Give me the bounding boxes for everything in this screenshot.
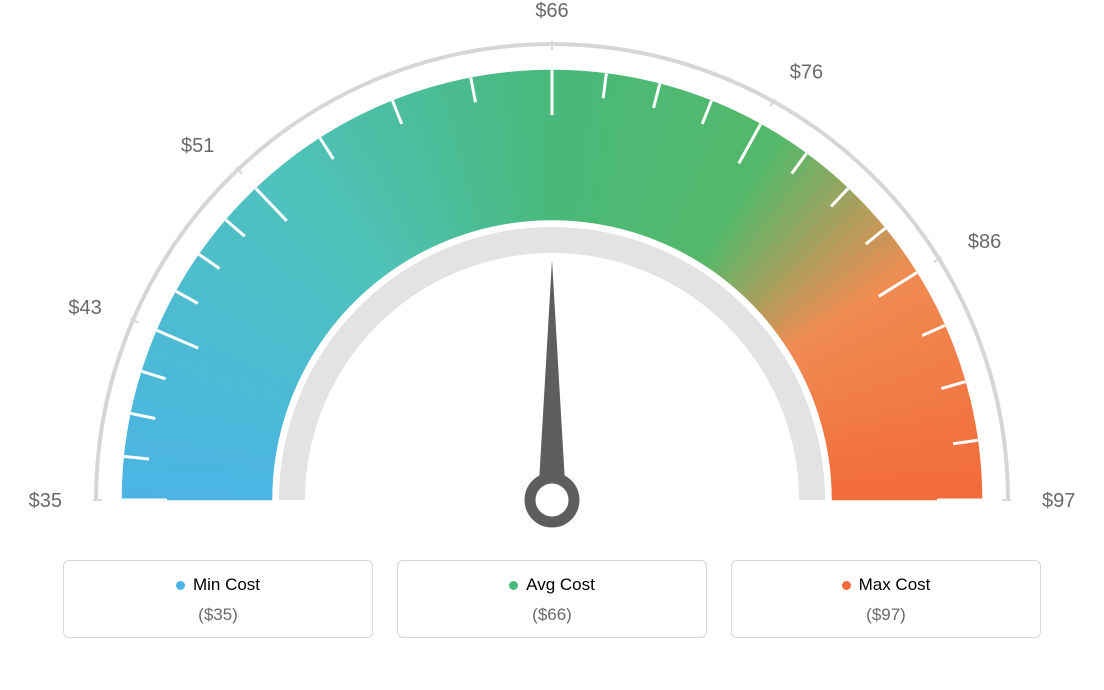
gauge-tick-label: $66: [535, 0, 568, 22]
legend-avg-title: Avg Cost: [509, 575, 595, 595]
legend-avg-value: ($66): [408, 605, 696, 625]
legend-max-dot: [842, 581, 851, 590]
gauge-chart: $35 $43 $51 $66 $76 $86 $97: [0, 0, 1104, 550]
legend-max-label: Max Cost: [859, 575, 931, 595]
gauge-svg: $35 $43 $51 $66 $76 $86 $97: [0, 0, 1104, 550]
legend-min-value: ($35): [74, 605, 362, 625]
gauge-tick-label: $43: [68, 297, 101, 319]
gauge-tick-label: $76: [790, 62, 823, 84]
legend-min-box: Min Cost ($35): [63, 560, 373, 638]
legend-row: Min Cost ($35) Avg Cost ($66) Max Cost (…: [0, 560, 1104, 638]
gauge-needle: [538, 260, 566, 500]
legend-avg-dot: [509, 581, 518, 590]
gauge-tick-label: $35: [29, 490, 62, 512]
legend-min-dot: [176, 581, 185, 590]
gauge-tick-label: $97: [1042, 490, 1075, 512]
legend-max-title: Max Cost: [842, 575, 931, 595]
gauge-tick-label: $86: [968, 231, 1001, 253]
legend-min-label: Min Cost: [193, 575, 260, 595]
legend-max-box: Max Cost ($97): [731, 560, 1041, 638]
gauge-tick-label: $51: [181, 135, 214, 157]
legend-max-value: ($97): [742, 605, 1030, 625]
legend-avg-label: Avg Cost: [526, 575, 595, 595]
legend-avg-box: Avg Cost ($66): [397, 560, 707, 638]
gauge-needle-hub: [530, 478, 574, 522]
legend-min-title: Min Cost: [176, 575, 260, 595]
